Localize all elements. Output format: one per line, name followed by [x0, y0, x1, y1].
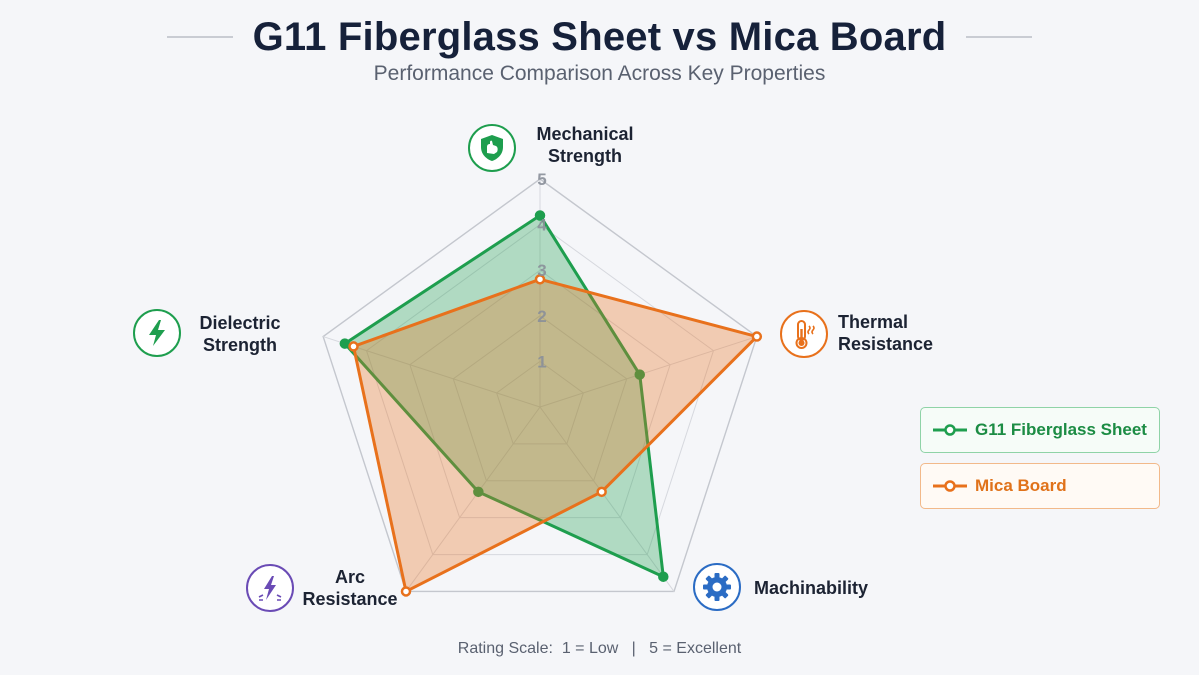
tick-label: 1: [537, 352, 546, 371]
series-mica: [348, 274, 763, 597]
data-point: [348, 341, 359, 352]
chart-subtitle: Performance Comparison Across Key Proper…: [373, 62, 826, 85]
data-point: [339, 338, 351, 349]
radar-tick-labels: 1 2 3 4 5: [537, 170, 547, 371]
radar-series: [339, 210, 763, 597]
scale-note-separator: |: [631, 640, 636, 657]
axis-label-line: Strength: [548, 146, 622, 166]
grid-ring: [452, 315, 628, 482]
axis-label-line: Machinability: [754, 578, 869, 598]
legend-label-mica: Mica Board: [975, 476, 1067, 495]
data-point: [751, 331, 763, 342]
data-point: [473, 486, 484, 498]
legend-swatch-mica: [933, 480, 967, 492]
title-row: G11 Fiberglass Sheet vs Mica Board: [0, 10, 1199, 64]
title-rule-right: [966, 36, 1033, 38]
title-rule-left: [166, 36, 233, 38]
data-point: [534, 274, 546, 285]
grid-ring: [322, 178, 758, 593]
grid-spoke: [539, 336, 757, 408]
grid-ring: [496, 360, 584, 445]
axis-label-line: Resistance: [838, 334, 934, 354]
shield-flexed-arm-icon: [468, 124, 516, 172]
legend-swatch-g11: [933, 424, 967, 436]
axis-label-thermal-resistance: Thermal Resistance: [838, 311, 942, 355]
arc-lightning-icon: [246, 564, 294, 612]
tick-label: 2: [537, 307, 546, 326]
grid-ring: [409, 269, 671, 519]
rating-scale-note: Rating Scale: 1 = Low | 5 = Excellent: [0, 640, 1199, 658]
axis-label-line: Mechanical: [536, 124, 634, 144]
series-area: [352, 277, 759, 593]
legend-item-g11[interactable]: G11 Fiberglass Sheet: [920, 407, 1160, 453]
axis-label-dielectric-strength: Dielectric Strength: [192, 312, 288, 356]
chart-title: G11 Fiberglass Sheet vs Mica Board: [252, 14, 947, 59]
legend-label-g11: G11 Fiberglass Sheet: [975, 420, 1147, 439]
scale-note-low: Rating Scale: 1 = Low: [457, 640, 619, 657]
series-area: [343, 213, 665, 579]
axis-label-line: Strength: [203, 335, 277, 355]
axis-label-line: Resistance: [302, 589, 398, 609]
tick-label: 5: [537, 170, 546, 189]
axis-label-line: Arc: [334, 567, 365, 587]
legend-item-mica[interactable]: Mica Board: [920, 463, 1160, 509]
data-point: [534, 210, 546, 221]
gear-icon: [693, 563, 741, 611]
axis-label-machinability: Machinability: [754, 577, 878, 599]
axis-label-arc-resistance: Arc Resistance: [300, 566, 400, 610]
data-point: [658, 571, 669, 582]
tick-label: 3: [537, 261, 546, 280]
data-point: [634, 369, 645, 380]
grid-spoke: [405, 406, 541, 592]
tick-label: 4: [537, 216, 547, 235]
lightning-bolt-icon: [133, 309, 181, 357]
thermometer-icon: [780, 310, 828, 358]
axis-label-line: Dielectric: [199, 313, 281, 333]
grid-ring: [365, 223, 715, 556]
series-g11: [339, 210, 669, 582]
axis-label-mechanical-strength: Mechanical Strength: [526, 123, 644, 167]
scale-note-high: 5 = Excellent: [649, 640, 742, 657]
data-point: [596, 486, 607, 498]
data-point: [400, 586, 412, 597]
axis-label-line: Thermal: [838, 312, 909, 332]
grid-spoke: [539, 406, 675, 592]
grid-spoke: [323, 336, 541, 408]
